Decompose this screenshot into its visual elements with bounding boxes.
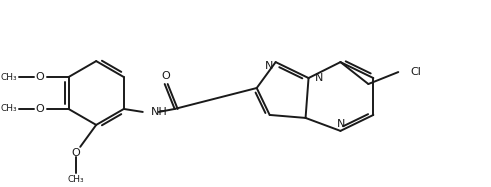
Text: N: N — [265, 61, 273, 71]
Text: Cl: Cl — [410, 67, 421, 77]
Text: CH₃: CH₃ — [0, 73, 17, 82]
Text: NH: NH — [151, 107, 167, 117]
Text: O: O — [35, 72, 44, 82]
Text: CH₃: CH₃ — [0, 105, 17, 114]
Text: N: N — [315, 73, 323, 83]
Text: O: O — [162, 71, 170, 81]
Text: N: N — [337, 119, 346, 129]
Text: CH₃: CH₃ — [68, 175, 84, 184]
Text: O: O — [72, 148, 81, 158]
Text: O: O — [35, 104, 44, 114]
